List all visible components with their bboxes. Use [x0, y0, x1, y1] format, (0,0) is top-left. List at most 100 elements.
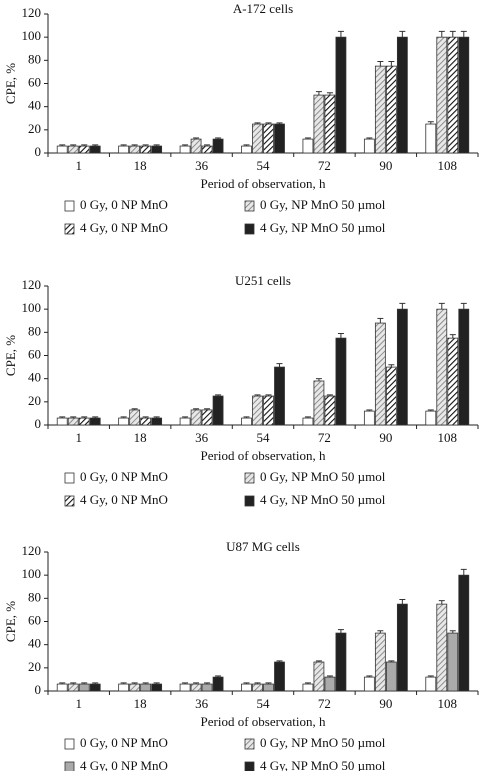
- y-tick-label: 20: [28, 393, 41, 408]
- bar: [385, 65, 397, 154]
- y-tick-label: 100: [22, 28, 42, 43]
- x-tick-label: 90: [379, 430, 392, 445]
- legend-swatch: [64, 200, 75, 212]
- y-tick-label: 80: [28, 51, 41, 66]
- bar: [140, 683, 152, 692]
- bar: [190, 138, 202, 154]
- x-tick-label: 1: [75, 158, 82, 173]
- bar: [425, 123, 437, 154]
- x-tick-label: 54: [257, 696, 271, 711]
- bar: [241, 145, 252, 154]
- bar: [324, 94, 336, 154]
- y-tick-label: 0: [35, 416, 42, 431]
- bar: [212, 676, 224, 692]
- bar: [396, 603, 408, 692]
- bar: [212, 395, 224, 426]
- bar: [374, 65, 386, 154]
- x-tick-label: 54: [257, 430, 271, 445]
- bar: [179, 683, 191, 692]
- x-tick-label: 1: [75, 430, 82, 445]
- legend-label: 0 Gy, 0 NP MnO: [80, 197, 168, 212]
- bar: [151, 683, 163, 692]
- bar: [118, 417, 130, 426]
- bar: [179, 417, 191, 426]
- bar: [363, 676, 375, 692]
- bar: [263, 395, 274, 426]
- x-tick-label: 72: [318, 430, 331, 445]
- bar: [190, 683, 202, 692]
- bar: [425, 410, 437, 426]
- bar: [252, 395, 263, 426]
- legend-label: 0 Gy, NP MnO 50 µmol: [260, 197, 386, 212]
- bar: [241, 417, 252, 426]
- bar: [302, 683, 314, 692]
- bar: [140, 145, 152, 154]
- y-tick-label: 20: [28, 121, 41, 136]
- x-tick-label: 108: [438, 696, 458, 711]
- bar: [140, 417, 152, 426]
- y-tick-label: 40: [28, 636, 41, 651]
- y-axis-label: CPE, %: [3, 335, 18, 376]
- y-tick-label: 120: [22, 5, 42, 20]
- x-tick-label: 108: [438, 158, 458, 173]
- bar: [151, 417, 163, 426]
- x-tick-label: 72: [318, 158, 331, 173]
- chart-title: U87 MG cells: [226, 539, 300, 554]
- bar: [302, 417, 314, 426]
- bar: [78, 145, 90, 154]
- bar: [374, 322, 386, 426]
- bar: [374, 632, 386, 692]
- legend-swatch: [244, 200, 255, 212]
- legend-label: 4 Gy, 0 NP MnO: [80, 220, 168, 235]
- y-tick-label: 0: [35, 144, 42, 159]
- y-tick-label: 40: [28, 98, 41, 113]
- legend-label: 4 Gy, 0 NP MnO: [80, 758, 168, 771]
- bar: [201, 683, 213, 692]
- legend-swatch: [64, 495, 75, 507]
- legend-swatch: [64, 472, 75, 484]
- bar: [89, 145, 101, 154]
- bar: [274, 123, 285, 154]
- x-tick-label: 36: [195, 430, 209, 445]
- bar: [396, 36, 408, 154]
- bar: [313, 661, 325, 692]
- panel: U87 MG cells CPE, % Period of observation,…: [3, 539, 479, 771]
- y-tick-label: 60: [28, 346, 41, 361]
- bar: [313, 94, 325, 154]
- bar: [425, 676, 437, 692]
- legend-label: 0 Gy, NP MnO 50 µmol: [260, 735, 386, 750]
- bar: [396, 308, 408, 426]
- bar: [118, 683, 130, 692]
- bar: [458, 574, 470, 692]
- chart-title: U251 cells: [235, 273, 291, 288]
- y-tick-label: 80: [28, 323, 41, 338]
- legend-swatch: [244, 761, 255, 771]
- x-tick-label: 1: [75, 696, 82, 711]
- bar: [179, 145, 191, 154]
- bar: [89, 417, 101, 426]
- bar: [263, 683, 274, 692]
- y-tick-label: 100: [22, 566, 42, 581]
- y-tick-label: 80: [28, 589, 41, 604]
- bar: [436, 36, 448, 154]
- bar: [56, 417, 68, 426]
- bar: [385, 366, 397, 426]
- bar: [263, 123, 274, 154]
- bar: [436, 603, 448, 692]
- bar: [436, 308, 448, 426]
- bar: [201, 145, 213, 154]
- y-tick-label: 100: [22, 300, 42, 315]
- bar: [447, 337, 459, 426]
- bar: [129, 409, 141, 426]
- bar: [67, 683, 79, 692]
- legend-label: 4 Gy, NP MnO 50 µmol: [260, 758, 386, 771]
- bar: [252, 683, 263, 692]
- bar: [458, 308, 470, 426]
- legend-swatch: [244, 223, 255, 235]
- bar: [324, 676, 336, 692]
- panel: U251 cells CPE, % Period of observation, h…: [3, 273, 479, 507]
- bar: [252, 123, 263, 154]
- x-tick-label: 72: [318, 696, 331, 711]
- bar: [151, 145, 163, 154]
